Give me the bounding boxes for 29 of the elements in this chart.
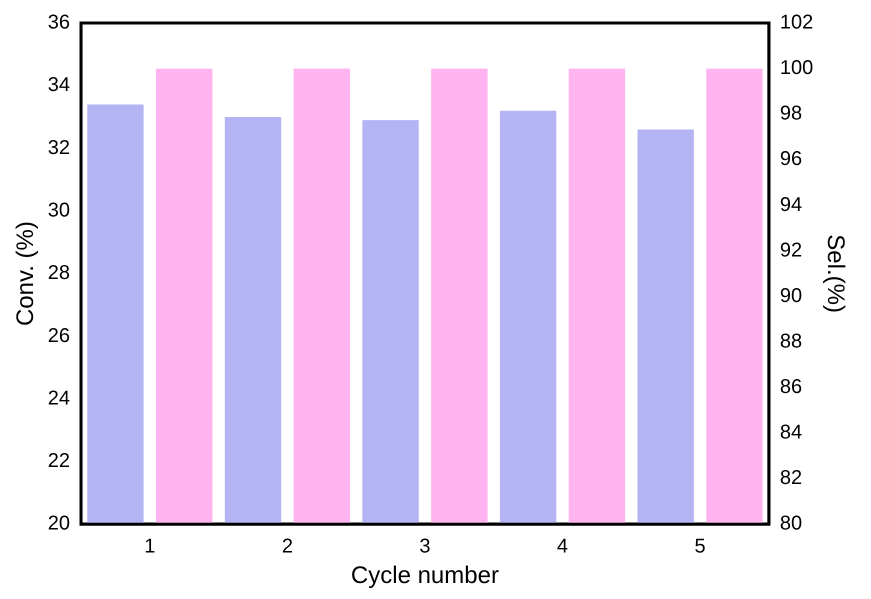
y2-tick-label: 102	[780, 12, 814, 34]
y-tick-label: 20	[48, 512, 70, 535]
y2-tick-label: 92	[780, 239, 802, 262]
y2-tick-label: 94	[780, 194, 802, 216]
y-tick-label: 28	[48, 262, 70, 284]
x-tick-label: 5	[694, 536, 706, 558]
y2-axis-title: Sel.(%)	[822, 234, 849, 313]
y2-tick-label: 88	[780, 330, 802, 352]
x-tick-label: 3	[419, 536, 430, 558]
y2-tick-label: 96	[780, 148, 802, 170]
y2-tick-label: 100	[780, 57, 814, 80]
y-tick-label: 32	[48, 136, 70, 159]
x-axis-title: Cycle number	[350, 562, 499, 590]
y2-tick-label: 80	[780, 512, 802, 535]
x-tick-label: 2	[282, 536, 293, 558]
y2-tick-label: 98	[780, 102, 802, 125]
y-tick-label: 22	[48, 450, 70, 472]
y-tick-label: 36	[48, 12, 70, 34]
y-axis-title: Conv. (%)	[12, 221, 40, 326]
x-tick-label: 4	[556, 536, 568, 558]
y2-tick-label: 90	[780, 284, 802, 307]
y-tick-label: 30	[48, 199, 70, 222]
y2-tick-label: 86	[780, 376, 802, 398]
y2-tick-label: 84	[780, 422, 802, 444]
x-tick-label: 1	[144, 536, 156, 558]
y-tick-label: 34	[48, 74, 70, 96]
y-tick-label: 24	[48, 387, 70, 410]
y-tick-label: 26	[48, 324, 70, 347]
y2-tick-label: 82	[780, 467, 802, 490]
